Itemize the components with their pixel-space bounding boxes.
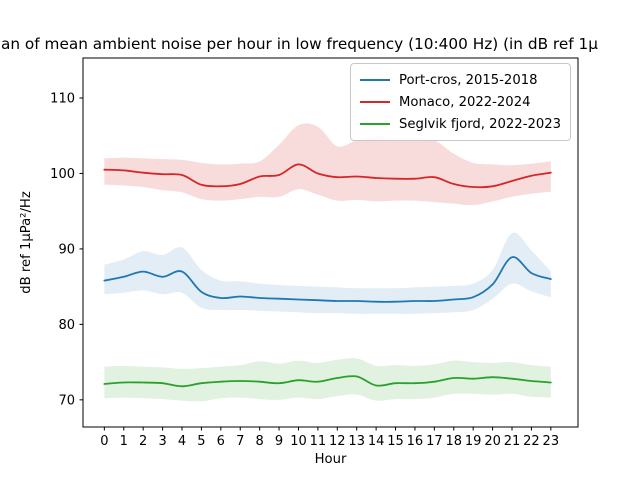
x-tick-label: 14 <box>368 434 385 449</box>
x-tick-label: 1 <box>120 434 128 449</box>
legend-label: Monaco, 2022-2024 <box>399 94 531 110</box>
series-1-line <box>103 163 552 189</box>
x-tick-label: 5 <box>197 434 205 449</box>
x-tick-label: 6 <box>217 434 225 449</box>
x-tick-label: 9 <box>275 434 283 449</box>
x-tick-label: 3 <box>158 434 166 449</box>
series-1-band <box>104 123 551 206</box>
x-tick-label: 2 <box>139 434 147 449</box>
y-tick-label: 80 <box>58 318 75 333</box>
x-tick-label: 19 <box>465 434 482 449</box>
x-tick-label: 10 <box>290 434 307 449</box>
legend-line-swatch <box>360 101 390 103</box>
x-tick-label: 0 <box>100 434 108 449</box>
x-tick-label: 23 <box>543 434 560 449</box>
x-tick-label: 7 <box>236 434 244 449</box>
legend-entry-2: Seglvik fjord, 2022-2023 <box>360 113 561 135</box>
legend-label: Seglvik fjord, 2022-2023 <box>399 116 562 132</box>
x-tick-label: 21 <box>504 434 521 449</box>
x-tick-label: 12 <box>329 434 346 449</box>
legend-line-swatch <box>360 123 390 125</box>
x-tick-label: 20 <box>484 434 501 449</box>
x-tick-label: 17 <box>426 434 443 449</box>
y-axis-label: dB ref 1μPa²/Hz <box>19 191 34 294</box>
x-tick-label: 13 <box>348 434 365 449</box>
y-tick-label: 110 <box>50 91 75 106</box>
x-tick-label: 22 <box>523 434 540 449</box>
chart-title: an of mean ambient noise per hour in low… <box>1 35 599 53</box>
legend-entry-0: Port-cros, 2015-2018 <box>360 69 561 91</box>
series-0-line <box>103 256 552 303</box>
series-2-line <box>103 375 552 388</box>
x-tick-label: 4 <box>178 434 186 449</box>
y-tick-label: 100 <box>50 167 75 182</box>
y-tick-label: 70 <box>58 393 75 408</box>
x-tick-label: 8 <box>256 434 264 449</box>
y-tick-label: 90 <box>58 242 75 257</box>
legend-box: Port-cros, 2015-2018 Monaco, 2022-2024 Seg… <box>350 63 572 141</box>
legend-label: Port-cros, 2015-2018 <box>399 72 538 88</box>
x-tick-label: 18 <box>445 434 462 449</box>
x-axis-label: Hour <box>315 452 347 467</box>
x-tick-label: 11 <box>310 434 327 449</box>
legend-line-swatch <box>360 79 390 81</box>
axes-spines <box>82 57 579 428</box>
x-tick-label: 15 <box>387 434 404 449</box>
x-tick-label: 16 <box>407 434 424 449</box>
series-0-band <box>104 232 551 314</box>
legend-entry-1: Monaco, 2022-2024 <box>360 91 561 113</box>
